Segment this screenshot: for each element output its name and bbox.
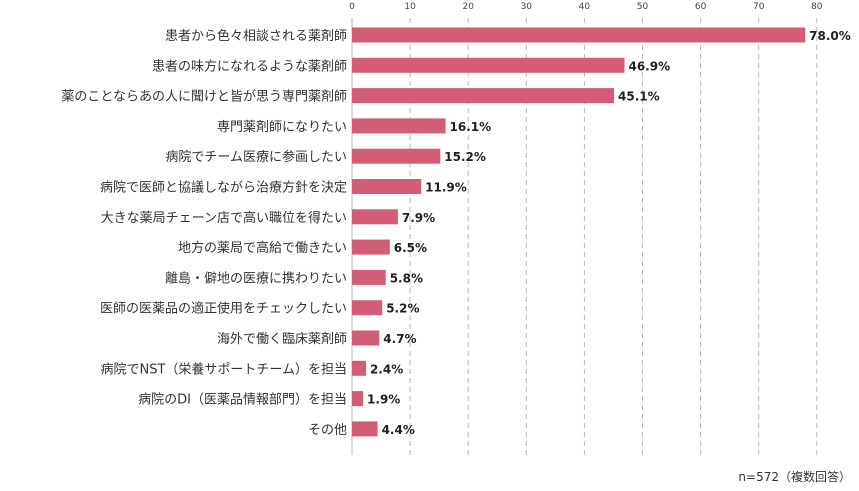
value-label: 7.9% xyxy=(402,211,435,225)
value-label: 1.9% xyxy=(367,393,400,407)
bar xyxy=(352,118,446,134)
category-labels: 患者から色々相談される薬剤師患者の味方になれるような薬剤師薬のことならあの人に聞… xyxy=(61,28,347,438)
x-tick-label: 60 xyxy=(695,2,707,12)
value-label: 46.9% xyxy=(628,59,670,73)
x-tick-label: 80 xyxy=(811,2,823,12)
category-label: 専門薬剤師になりたい xyxy=(217,119,347,135)
bar xyxy=(352,179,422,194)
value-label: 4.4% xyxy=(382,423,415,437)
x-axis-ticks: 0 10 20 30 40 50 60 70 80 xyxy=(349,2,823,12)
category-label: 病院で医師と協議しながら治療方針を決定 xyxy=(100,180,347,196)
x-tick-label: 70 xyxy=(753,2,765,12)
bar xyxy=(352,421,378,437)
category-label: その他 xyxy=(308,423,347,438)
x-tick-label: 30 xyxy=(521,2,533,12)
value-label: 5.2% xyxy=(386,302,419,316)
x-tick-label: 40 xyxy=(579,2,591,12)
category-label: 離島・僻地の医療に携わりたい xyxy=(165,270,347,286)
sample-size-note: n=572（複数回答） xyxy=(738,470,851,484)
value-label: 6.5% xyxy=(394,241,427,255)
category-label: 患者から色々相談される薬剤師 xyxy=(165,28,347,44)
bar xyxy=(352,88,615,104)
x-tick-label: 10 xyxy=(404,2,416,12)
x-tick-label: 0 xyxy=(349,2,355,12)
category-label: 薬のことならあの人に聞けと皆が思う専門薬剤師 xyxy=(61,89,347,105)
bar xyxy=(352,239,390,255)
category-label: 医師の医薬品の適正使用をチェックしたい xyxy=(100,301,347,317)
bar xyxy=(352,209,398,225)
value-label: 45.1% xyxy=(618,90,660,104)
category-label: 大きな薬局チェーン店で高い職位を得たい xyxy=(101,210,347,226)
x-tick-label: 50 xyxy=(637,2,649,12)
value-label: 16.1% xyxy=(450,120,492,134)
bar xyxy=(352,360,366,376)
value-label: 5.8% xyxy=(390,271,423,285)
value-label: 11.9% xyxy=(425,181,467,195)
bar xyxy=(352,391,364,407)
bar xyxy=(352,300,383,316)
value-label: 2.4% xyxy=(370,362,403,376)
bars xyxy=(352,27,806,437)
bar xyxy=(352,330,380,346)
category-label: 病院でNST（栄養サポートチーム）を担当 xyxy=(100,361,347,377)
bar xyxy=(352,148,441,164)
bar xyxy=(352,57,625,73)
category-label: 地方の薬局で高給で働きたい xyxy=(178,240,347,256)
value-label: 15.2% xyxy=(444,150,486,164)
bar xyxy=(352,269,386,285)
category-label: 病院のDI（医薬品情報部門）を担当 xyxy=(138,393,347,408)
category-label: 病院でチーム医療に参画したい xyxy=(165,149,347,165)
category-label: 患者の味方になれるような薬剤師 xyxy=(152,58,347,74)
x-tick-label: 20 xyxy=(462,2,474,12)
category-label: 海外で働く臨床薬剤師 xyxy=(217,331,347,347)
gridlines xyxy=(351,18,818,455)
value-label: 4.7% xyxy=(383,332,416,346)
bar xyxy=(352,27,806,43)
value-label: 78.0% xyxy=(809,29,851,43)
value-labels: 78.0% 46.9% 45.1% 16.1% 15.2% 11.9% 7.9% 6.5% 5.… xyxy=(367,29,851,437)
